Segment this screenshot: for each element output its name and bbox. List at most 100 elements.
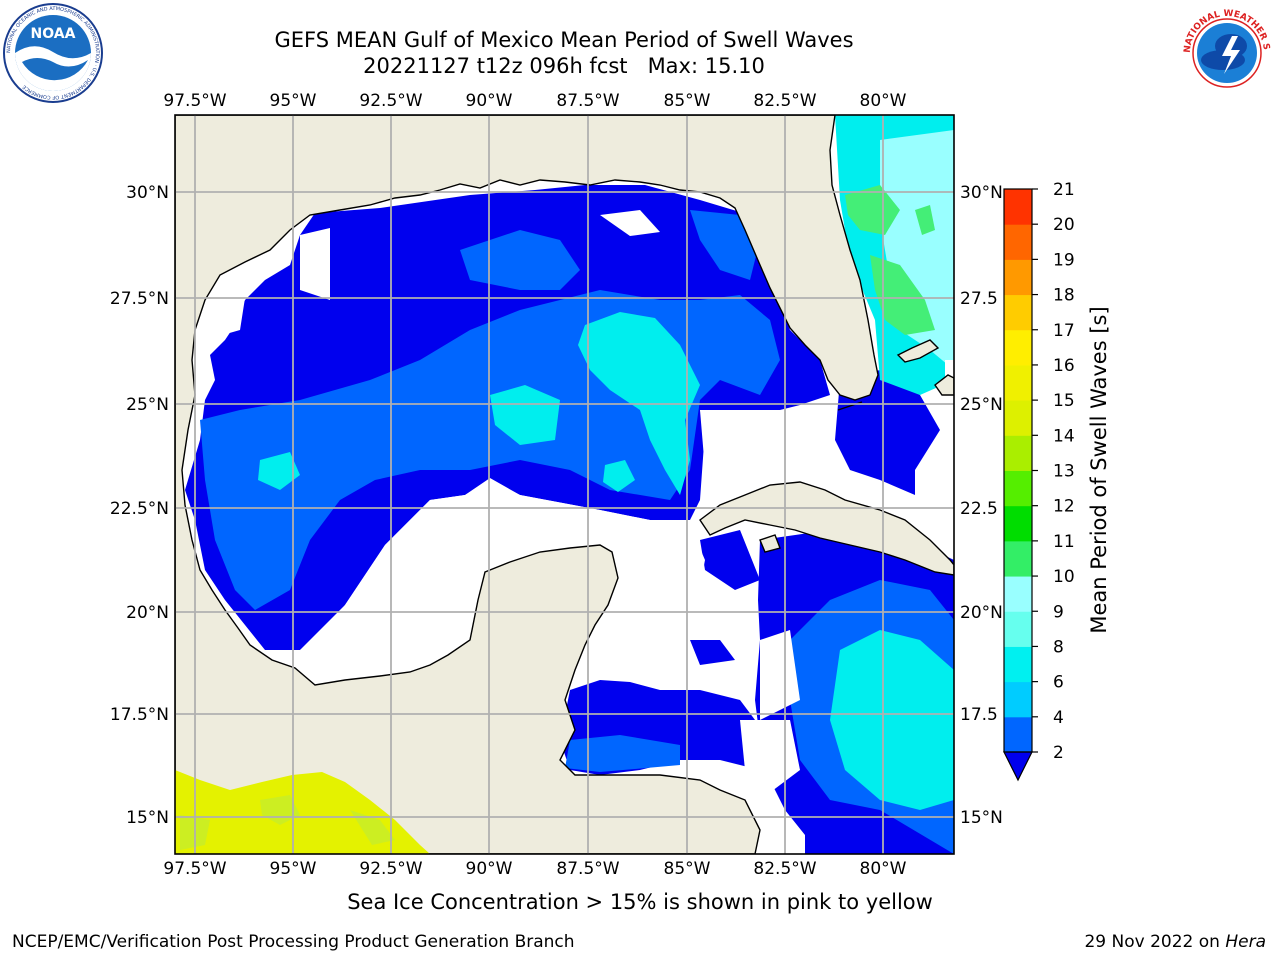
noaa-wordmark: NOAA (31, 26, 76, 42)
lat-label: 30°N (126, 183, 169, 203)
colorbar-segment (1004, 364, 1032, 401)
lat-label: 25°N (126, 395, 169, 415)
lon-label: 92.5°W (359, 91, 422, 111)
colorbar-segment (1004, 259, 1032, 296)
land-bahamas-2 (934, 374, 954, 396)
colorbar-tick-label: 15 (1053, 391, 1075, 411)
colorbar-extend (1003, 751, 1033, 782)
colorbar-segment (1004, 435, 1032, 471)
lon-label: 90°W (466, 91, 513, 111)
lat-label: 17.5 (960, 705, 998, 725)
credit-branch: NCEP/EMC/Verification Post Processing Pr… (12, 932, 575, 952)
colorbar-tick-label: 6 (1053, 673, 1064, 693)
land-cuba (699, 481, 954, 576)
lat-label: 27.5 (960, 289, 998, 309)
lon-label: 82.5°W (753, 91, 816, 111)
colorbar-tick-label: 11 (1053, 532, 1075, 552)
colorbar-tick-label: 16 (1053, 356, 1075, 376)
colorbar-segment (1004, 576, 1032, 612)
sea-ice-note: Sea Ice Concentration > 15% is shown in … (347, 890, 933, 914)
lon-label: 80°W (860, 859, 907, 879)
swell-field-green-atlantic (845, 185, 900, 235)
lon-label: 85°W (664, 91, 711, 111)
lat-labels-left: 30°N 27.5°N 25°N 22.5°N 20°N 17.5°N 15°N (110, 183, 169, 828)
map-gridlines (175, 115, 954, 854)
lon-label: 85°W (664, 859, 711, 879)
ice-field-patch-2 (350, 810, 395, 845)
lat-label: 15°N (126, 808, 169, 828)
colorbar-tick-label: 17 (1053, 321, 1075, 341)
masked-region-cuba-west (700, 410, 790, 480)
lat-label: 30°N (960, 183, 1003, 203)
swell-field-blue-patch (690, 640, 735, 665)
colorbar-tick-label: 21 (1053, 180, 1075, 200)
colorbar-tick-label: 20 (1053, 215, 1075, 235)
lat-label: 17.5°N (110, 705, 169, 725)
swell-field-green-atlantic-2 (870, 255, 935, 335)
lon-label: 87.5°W (556, 91, 619, 111)
lat-label: 15°N (960, 808, 1003, 828)
masked-region-texas-2 (300, 228, 330, 300)
colorbar-segment (1004, 329, 1032, 366)
credit-machine: Hera (1225, 932, 1266, 952)
lon-label: 82.5°W (753, 859, 816, 879)
lon-label: 90°W (466, 859, 513, 879)
masked-region-texas (205, 298, 245, 340)
lat-label: 22.5 (960, 499, 998, 519)
swell-field-cyan-3 (258, 452, 300, 490)
colorbar-label: Mean Period of Swell Waves [s] (1087, 306, 1111, 633)
colorbar-tick-label: 18 (1053, 286, 1075, 306)
swell-field-cyan-2 (490, 385, 560, 445)
lon-labels-bottom: 97.5°W 95°W 92.5°W 90°W 87.5°W 85°W 82.5… (163, 859, 906, 879)
colorbar-segment (1004, 540, 1032, 577)
lat-label: 22.5°N (110, 499, 169, 519)
swell-field-cyan-4 (603, 460, 635, 492)
colorbar-tick-label: 19 (1053, 250, 1075, 270)
land-isla-juventud (759, 534, 781, 553)
map-area (175, 115, 954, 854)
colorbar-segment (1004, 611, 1032, 647)
colorbar-tick-label: 14 (1053, 426, 1075, 446)
lat-label: 27.5°N (110, 289, 169, 309)
chart-title: GEFS MEAN Gulf of Mexico Mean Period of … (274, 28, 854, 52)
noaa-logo: NOAA NATIONAL OCEANIC AND ATMOSPHERIC AD… (3, 3, 103, 103)
colorbar-tick-label: 13 (1053, 462, 1075, 482)
colorbar-segment (1004, 224, 1032, 260)
lat-label: 25°N (960, 395, 1003, 415)
lon-label: 80°W (860, 91, 907, 111)
colorbar-tick-label: 10 (1053, 567, 1075, 587)
lon-label: 97.5°W (163, 859, 226, 879)
lon-label: 95°W (270, 859, 317, 879)
map-frame (174, 114, 955, 855)
colorbar-segment (1004, 470, 1032, 507)
land-north-america (175, 115, 879, 854)
nws-logo: NATIONAL WEATHER SERVICE (1176, 2, 1276, 102)
masked-region-mobile (600, 210, 660, 236)
land-bahamas (896, 339, 940, 363)
colorbar-tick-label: 9 (1053, 602, 1064, 622)
lon-label: 87.5°W (556, 859, 619, 879)
colorbar-segment (1004, 646, 1032, 683)
colorbar-tick-label: 2 (1053, 743, 1064, 763)
chart-subtitle: 20221127 t12z 096h fcst Max: 15.10 (363, 54, 765, 78)
lon-labels-top: 97.5°W 95°W 92.5°W 90°W 87.5°W 85°W 82.5… (163, 91, 906, 111)
colorbar-segment (1004, 189, 1032, 225)
colorbar-segment (1004, 400, 1032, 436)
credit-date: 29 Nov 2022 on Hera (1084, 932, 1266, 952)
swell-field-green-atlantic-3 (915, 205, 935, 235)
swell-field-medium-north (460, 230, 580, 290)
colorbar: 2 4 6 8 9 10 11 12 13 14 15 16 17 18 19 20 21 (1003, 180, 1075, 782)
credit-date-text: 29 Nov 2022 on (1084, 932, 1220, 952)
lon-label: 97.5°W (163, 91, 226, 111)
colorbar-tick-label: 8 (1053, 637, 1064, 657)
swell-field-cyan-carib (830, 630, 954, 810)
colorbar-segment (1004, 716, 1032, 753)
colorbar-segment (1004, 505, 1032, 542)
colorbar-segment (1004, 294, 1032, 331)
colorbar-tick-label: 4 (1053, 708, 1064, 728)
swell-field-medium-east (690, 210, 760, 280)
colorbar-segment (1004, 681, 1032, 718)
swell-field-blue-patch-2 (700, 530, 760, 590)
lat-labels-right: 30°N 27.5 25°N 22.5 20°N 17.5 15°N (960, 183, 1003, 828)
